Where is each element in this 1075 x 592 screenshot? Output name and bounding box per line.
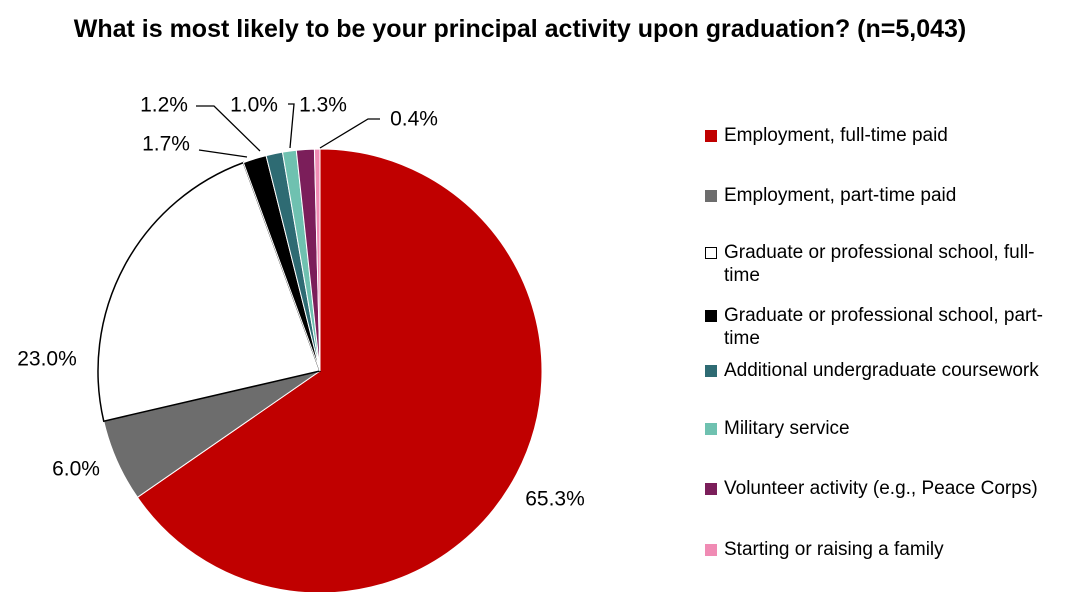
leader-line — [198, 149, 248, 158]
data-label: 65.3% — [525, 488, 585, 511]
legend-swatch — [705, 310, 717, 322]
legend-swatch — [705, 423, 717, 435]
legend-label: Military service — [724, 418, 850, 439]
data-label: 1.2% — [140, 94, 188, 117]
data-label: 23.0% — [17, 348, 77, 371]
data-label: 1.7% — [142, 133, 190, 156]
legend-swatch — [705, 544, 717, 556]
legend-label: Employment, full-time paid — [724, 125, 948, 146]
legend-swatch — [705, 483, 717, 495]
legend-label: Additional undergraduate coursework — [724, 360, 1039, 381]
chart-title: What is most likely to be your principal… — [73, 15, 967, 43]
legend-label: Graduate or professional school, part-ti… — [724, 305, 1043, 349]
data-labels: 65.3% 6.0% 23.0% 1.7% 1.2% 1.0% 1.3% 0.4% — [17, 94, 585, 511]
legend-swatch — [705, 190, 717, 202]
leader-lines — [196, 103, 380, 158]
legend-label: Employment, part-time paid — [724, 185, 957, 206]
data-label: 6.0% — [52, 458, 100, 481]
pie-slices — [97, 148, 543, 592]
leader-line — [288, 103, 295, 149]
legend-label: Starting or raising a family — [724, 539, 944, 560]
data-label: 0.4% — [390, 108, 438, 131]
legend-label: Volunteer activity (e.g., Peace Corps) — [724, 478, 1038, 499]
legend-label: Graduate or professional school, full-ti… — [724, 242, 1035, 286]
data-label: 1.3% — [299, 94, 347, 117]
leader-line — [196, 105, 261, 152]
legend-swatch — [705, 130, 717, 142]
pie-slice — [313, 148, 321, 372]
legend-swatch — [705, 365, 717, 377]
leader-line — [319, 118, 380, 149]
pie-slice — [136, 148, 543, 592]
data-label: 1.0% — [230, 94, 278, 117]
legend-swatch — [705, 247, 717, 259]
pie-slice — [97, 161, 321, 423]
